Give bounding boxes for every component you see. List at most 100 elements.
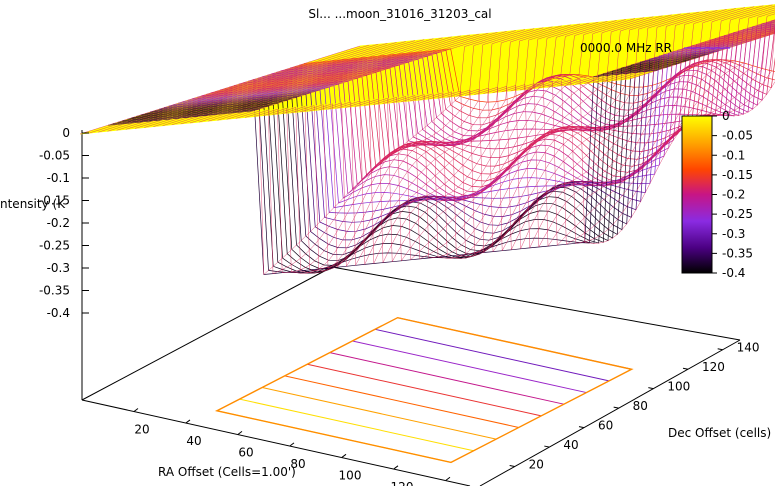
colorbar-tick-label: -0.4 bbox=[722, 266, 745, 280]
y-tick-mark bbox=[544, 445, 550, 448]
surface-line bbox=[254, 28, 535, 273]
colorbar-tick-label: -0.25 bbox=[722, 207, 753, 221]
surface-line bbox=[474, 6, 755, 252]
y-tick-label: 80 bbox=[633, 399, 648, 413]
x-tick-label: 20 bbox=[134, 422, 149, 436]
surface-line bbox=[107, 43, 388, 132]
surface-line bbox=[602, 27, 775, 83]
y-tick-label: 60 bbox=[598, 419, 613, 433]
surface-line bbox=[263, 27, 544, 274]
surface-line bbox=[593, 25, 775, 83]
x-tick-label: 40 bbox=[186, 434, 201, 448]
colorbar-tick-label: -0.2 bbox=[722, 188, 745, 202]
surface-line bbox=[217, 32, 498, 121]
left-back-line bbox=[81, 266, 333, 401]
y-tick-label: 100 bbox=[667, 380, 690, 394]
surface-line bbox=[382, 15, 663, 261]
surface-mesh bbox=[79, 4, 775, 276]
colorbar-tick-label: -0.05 bbox=[722, 129, 753, 143]
contour-outline bbox=[214, 316, 634, 464]
legend: 0000.0 MHz RR bbox=[580, 41, 730, 55]
z-tick-label: -0.2 bbox=[47, 216, 70, 230]
x-tick-label: 80 bbox=[290, 457, 305, 471]
surface-line bbox=[327, 21, 608, 267]
surface-line bbox=[199, 33, 480, 123]
contour-line bbox=[284, 375, 519, 428]
y-axis-ticks: 20 40 60 80 100 120 140 bbox=[509, 341, 760, 472]
base-axes bbox=[81, 130, 741, 486]
colorbar-ticks: 0 -0.05 -0.1 -0.15 -0.2 -0.25 -0.3 -0.35 -0.4 bbox=[712, 109, 753, 280]
surface-line bbox=[620, 31, 775, 81]
surface-line bbox=[419, 11, 700, 259]
y-tick-mark bbox=[509, 465, 515, 468]
x-tick-mark bbox=[237, 430, 243, 435]
y-tick-mark bbox=[613, 406, 619, 409]
surface-line bbox=[336, 20, 617, 265]
chart-title: Sl... ...moon_31016_31203_cal bbox=[308, 7, 491, 21]
y-tick-mark bbox=[682, 367, 689, 370]
contour-line bbox=[307, 363, 542, 417]
surface-line bbox=[629, 33, 775, 80]
surface-line bbox=[574, 21, 775, 85]
surface-line bbox=[391, 14, 672, 260]
surface-line bbox=[455, 8, 736, 254]
surface-line bbox=[272, 26, 553, 274]
y-tick-label: 120 bbox=[702, 360, 725, 374]
x-tick-mark bbox=[341, 453, 347, 458]
surface-line bbox=[400, 13, 681, 259]
contour-line bbox=[329, 352, 564, 405]
surface-line bbox=[464, 7, 746, 253]
surface-line bbox=[409, 12, 691, 259]
surface-line bbox=[309, 22, 590, 268]
surface-line bbox=[153, 38, 434, 127]
y-axis-label: Dec Offset (cells) bbox=[668, 426, 771, 440]
x-tick-mark bbox=[185, 419, 191, 424]
surface-line bbox=[281, 25, 562, 272]
colorbar-tick-label: -0.15 bbox=[722, 168, 753, 182]
surface-line bbox=[226, 31, 507, 120]
back-right-line bbox=[331, 266, 741, 341]
surface-line bbox=[290, 24, 571, 270]
y-tick-label: 20 bbox=[529, 458, 544, 472]
surface-line bbox=[611, 29, 775, 82]
contour-line bbox=[239, 398, 474, 452]
surface-line bbox=[189, 34, 471, 124]
surface-line bbox=[565, 19, 775, 86]
y-tick-label: 140 bbox=[737, 341, 760, 355]
x-tick-mark bbox=[289, 442, 295, 447]
x-tick-label: 100 bbox=[339, 468, 362, 482]
z-tick-label: -0.3 bbox=[47, 261, 70, 275]
surface-line bbox=[171, 36, 452, 126]
surface-line bbox=[162, 37, 443, 127]
surface-line bbox=[244, 29, 526, 274]
y-tick-label: 40 bbox=[563, 438, 578, 452]
x-tick-label: 60 bbox=[238, 445, 253, 459]
surface-line bbox=[437, 10, 718, 255]
z-tick-label: -0.15 bbox=[39, 194, 70, 208]
colorbar: 0 -0.05 -0.1 -0.15 -0.2 -0.25 -0.3 -0.35 -0.4 bbox=[681, 109, 753, 280]
surface-line bbox=[134, 40, 416, 129]
x-tick-mark bbox=[133, 408, 139, 412]
x-tick-mark bbox=[393, 465, 399, 470]
y-tick-mark bbox=[717, 348, 723, 351]
z-axis-label: ntensity (K bbox=[0, 197, 66, 211]
surface-line bbox=[125, 41, 406, 130]
contour-line bbox=[374, 328, 610, 382]
contour-projection bbox=[214, 316, 634, 464]
surface-line bbox=[492, 4, 773, 249]
surface-line bbox=[354, 18, 636, 263]
colorbar-tick-label: -0.3 bbox=[722, 227, 745, 241]
contour-line bbox=[262, 387, 497, 440]
surface-line bbox=[519, 9, 775, 247]
surface-line bbox=[208, 32, 489, 122]
legend-label: 0000.0 MHz RR bbox=[580, 41, 672, 55]
x-axis-label: RA Offset (Cells=1.00') bbox=[158, 465, 296, 479]
surface-line bbox=[446, 9, 727, 254]
x-axis-line bbox=[81, 399, 471, 486]
y-axis-line bbox=[479, 339, 741, 486]
surface-line bbox=[299, 23, 581, 269]
z-tick-label: 0 bbox=[62, 126, 70, 140]
colorbar-tick-label: 0 bbox=[722, 109, 730, 123]
